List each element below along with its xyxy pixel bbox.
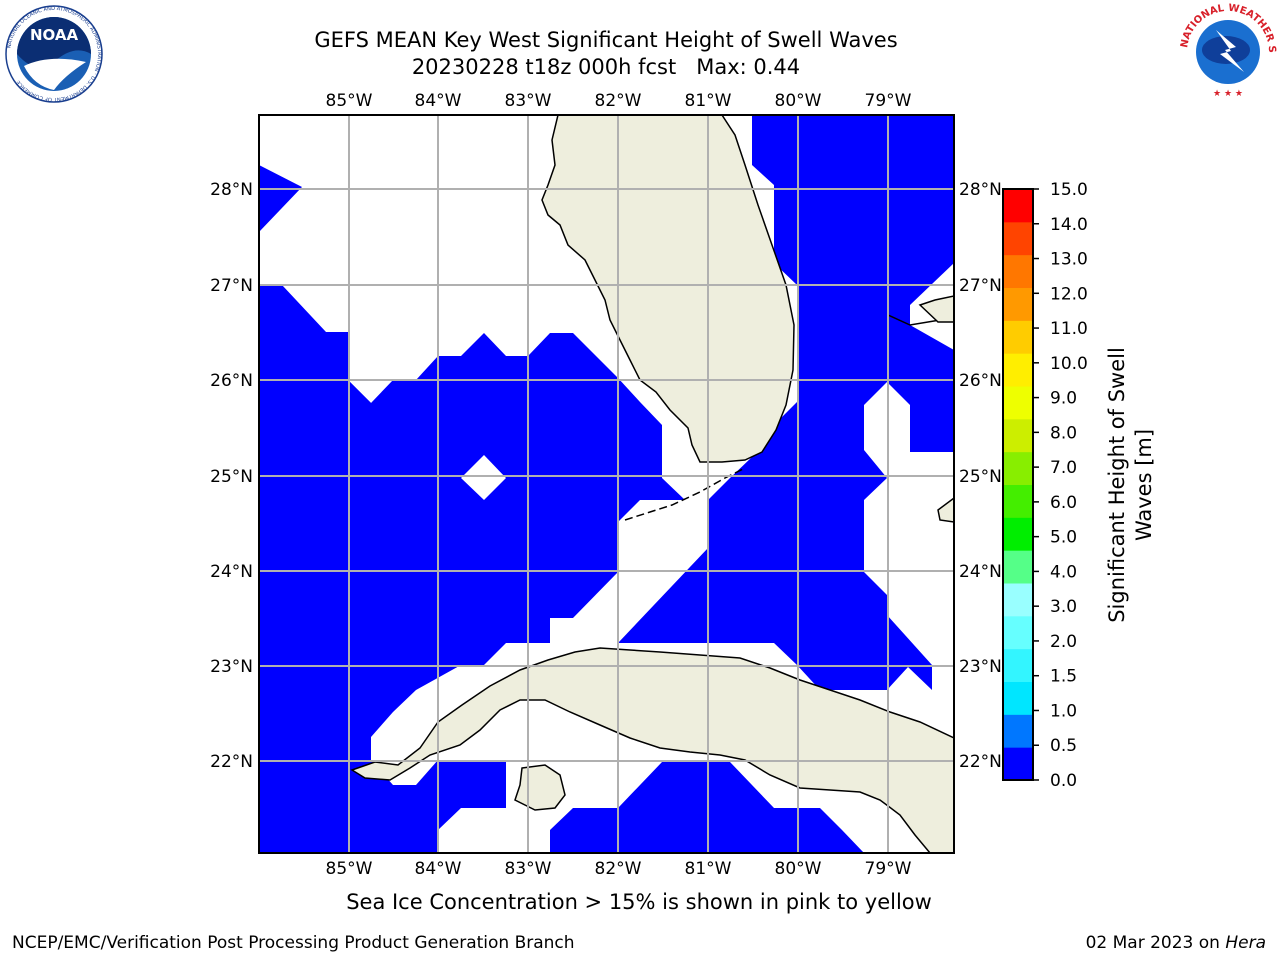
lat-label-right: 22°N — [959, 752, 1002, 772]
colorbar-title-line2: Waves [m] — [1132, 429, 1156, 541]
lon-label-top: 84°W — [415, 91, 462, 111]
colorbar-segment — [1003, 615, 1033, 650]
lon-label-top: 83°W — [505, 91, 552, 111]
lon-label-bottom: 85°W — [326, 859, 373, 879]
colorbar-tick-label: 13.0 — [1050, 250, 1088, 270]
colorbar-segment — [1003, 418, 1033, 453]
lat-label-left: 23°N — [210, 657, 253, 677]
colorbar-tick-label: 5.0 — [1050, 528, 1077, 548]
colorbar-segment — [1003, 287, 1033, 321]
colorbar-tick-label: 4.0 — [1050, 562, 1077, 582]
colorbar-frame — [1002, 188, 1034, 781]
colorbar-tick-label: 2.0 — [1050, 632, 1077, 652]
plot-subtitle: 20230228 t18z 000h fcst Max: 0.44 — [411, 55, 801, 79]
noaa-logo-text: NOAA — [30, 26, 79, 44]
colorbar-segment — [1003, 320, 1033, 354]
colorbar-tick-label: 11.0 — [1050, 319, 1088, 339]
lon-label-bottom: 83°W — [505, 859, 552, 879]
lon-label-bottom: 82°W — [595, 859, 642, 879]
cuba-land — [350, 647, 954, 853]
lat-label-right: 27°N — [959, 276, 1002, 296]
colorbar-tick-label: 6.0 — [1050, 493, 1077, 513]
lat-label-right: 26°N — [959, 371, 1002, 391]
lon-label-bottom: 84°W — [415, 859, 462, 879]
colorbar-segment — [1003, 648, 1033, 682]
colorbar-tick-label: 0.5 — [1050, 736, 1077, 756]
sea-ice-caption: Sea Ice Concentration > 15% is shown in … — [346, 890, 932, 914]
lon-label-bottom: 81°W — [685, 859, 732, 879]
noaa-logo: NOAA NATIONAL OCEANIC AND ATMOSPHERIC AD… — [4, 4, 104, 108]
colorbar-segment — [1003, 484, 1033, 518]
colorbar-segment — [1003, 254, 1033, 288]
lat-label-right: 28°N — [959, 180, 1002, 200]
colorbar-segment — [1003, 517, 1033, 551]
plot-title: GEFS MEAN Key West Significant Height of… — [314, 28, 898, 52]
graticule — [259, 115, 954, 853]
lat-label-left: 28°N — [210, 180, 253, 200]
footer-branch: NCEP/EMC/Verification Post Processing Pr… — [12, 933, 575, 953]
colorbar-segment — [1003, 583, 1033, 617]
colorbar — [1003, 189, 1033, 781]
map-frame — [258, 114, 955, 854]
lon-label-top: 82°W — [595, 91, 642, 111]
colorbar-segment — [1003, 714, 1033, 748]
florida-land — [541, 115, 795, 463]
colorbar-tick-label: 1.5 — [1050, 667, 1077, 687]
colorbar-tick-label: 8.0 — [1050, 423, 1077, 443]
map-area — [259, 115, 954, 853]
colorbar-tick-label: 3.0 — [1050, 597, 1077, 617]
colorbar-segment — [1003, 353, 1033, 387]
colorbar-title-line1: Significant Height of Swell — [1105, 347, 1129, 623]
lat-label-right: 23°N — [959, 657, 1002, 677]
lon-label-top: 85°W — [326, 91, 373, 111]
lon-label-top: 80°W — [775, 91, 822, 111]
lat-label-left: 24°N — [210, 562, 253, 582]
footer-date: 02 Mar 2023 on Hera — [1085, 933, 1266, 953]
footer-machine: Hera — [1225, 933, 1266, 953]
colorbar-tick-label: 0.0 — [1050, 771, 1077, 791]
colorbar-ticks: 0.0 0.5 1.0 1.5 2.0 3.0 4.0 5.0 6.0 7.0 8.0 9.0 10.0… — [1033, 180, 1088, 791]
nws-logo: NATIONAL WEATHER SERVICE ★ ★ ★ — [1174, 0, 1278, 106]
colorbar-tick-label: 1.0 — [1050, 701, 1077, 721]
colorbar-tick-label: 14.0 — [1050, 215, 1088, 235]
colorbar-segment — [1003, 189, 1033, 223]
lat-label-left: 27°N — [210, 276, 253, 296]
lat-label-left: 25°N — [210, 467, 253, 487]
lon-label-top: 79°W — [865, 91, 912, 111]
colorbar-segment — [1003, 221, 1033, 256]
lon-label-bottom: 80°W — [775, 859, 822, 879]
lat-label-right: 25°N — [959, 467, 1002, 487]
lon-label-bottom: 79°W — [865, 859, 912, 879]
colorbar-segment — [1003, 451, 1033, 485]
colorbar-segment — [1003, 681, 1033, 715]
lat-label-left: 22°N — [210, 752, 253, 772]
colorbar-tick-label: 9.0 — [1050, 389, 1077, 409]
lon-label-top: 81°W — [685, 91, 732, 111]
colorbar-tick-label: 12.0 — [1050, 284, 1088, 304]
colorbar-segment — [1003, 747, 1033, 781]
colorbar-segment — [1003, 386, 1033, 420]
colorbar-tick-label: 7.0 — [1050, 458, 1077, 478]
colorbar-tick-label: 10.0 — [1050, 354, 1088, 374]
lat-label-right: 24°N — [959, 562, 1002, 582]
colorbar-segment — [1003, 550, 1033, 584]
colorbar-tick-label: 15.0 — [1050, 180, 1088, 200]
lat-label-left: 26°N — [210, 371, 253, 391]
svg-text:★ ★ ★: ★ ★ ★ — [1213, 89, 1243, 99]
